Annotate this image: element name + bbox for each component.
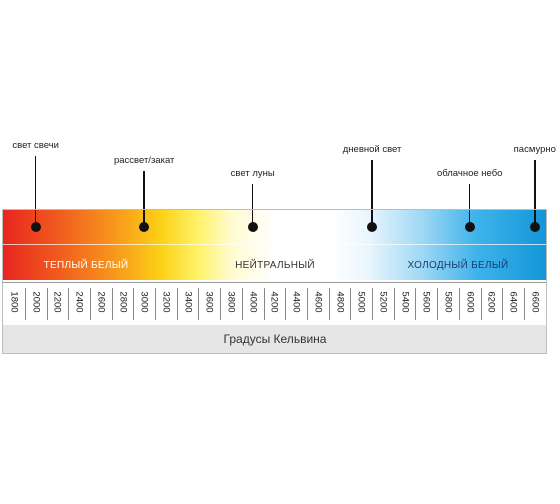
- scale-separator: [263, 288, 265, 320]
- scale-value: 6600: [529, 291, 541, 313]
- scale-value: 3200: [160, 291, 172, 313]
- scale-value: 2200: [51, 291, 63, 313]
- scale-separator: [393, 288, 395, 320]
- scale-separator: [350, 288, 352, 320]
- marker-label: свет свечи: [12, 140, 59, 151]
- scale-value: 2400: [73, 291, 85, 313]
- scale-separator: [111, 288, 113, 320]
- marker-dot: [247, 222, 258, 232]
- scale-value: 5400: [399, 291, 411, 313]
- marker-stem: [34, 156, 37, 227]
- scale-separator: [328, 288, 330, 320]
- scale-separator: [285, 288, 287, 320]
- marker-stem: [143, 171, 145, 227]
- scale-value: 4400: [290, 291, 302, 313]
- color-temperature-gradient: [3, 210, 547, 280]
- scale-value: 6400: [507, 291, 519, 313]
- scale-separator: [306, 288, 308, 320]
- scale-separator: [220, 288, 222, 320]
- scale-separator: [68, 288, 70, 320]
- scale-value: 4200: [268, 291, 280, 313]
- zone-label: ХОЛОДНЫЙ БЕЛЫЙ: [407, 260, 509, 271]
- scale-value: 4800: [334, 291, 345, 313]
- marker-stem: [468, 184, 471, 227]
- marker-label: свет луны: [230, 168, 275, 179]
- scale-value: 3600: [203, 291, 215, 313]
- scale-separator: [415, 288, 417, 320]
- scale-value: 4000: [247, 291, 259, 313]
- marker-dot: [30, 222, 41, 232]
- scale-value: 4600: [312, 291, 324, 313]
- scale-value: 3800: [225, 291, 237, 313]
- marker-dot: [139, 222, 150, 232]
- scale-separator: [133, 288, 135, 320]
- scale-separator: [241, 288, 243, 320]
- scale-value: 1800: [8, 291, 20, 313]
- zone-label: ТЕПЛЫЙ БЕЛЫЙ: [43, 260, 129, 271]
- scale-value: 6000: [464, 291, 476, 313]
- scale-value: 2600: [95, 291, 107, 313]
- marker-label: облачное небо: [436, 168, 503, 179]
- marker-stem: [251, 184, 254, 227]
- scale-separator: [155, 288, 157, 320]
- scale-separator: [437, 288, 439, 320]
- scale-value: 5800: [442, 291, 454, 313]
- scale-separator: [46, 288, 48, 320]
- scale-separator: [502, 288, 504, 320]
- marker-label: пасмурно: [513, 144, 556, 155]
- marker-label: дневной свет: [342, 144, 402, 155]
- scale-separator: [480, 288, 482, 320]
- marker-dot: [464, 222, 475, 232]
- scale-separator: [523, 288, 525, 320]
- scale-value: 3000: [138, 291, 150, 313]
- marker-stem: [371, 160, 373, 227]
- scale-separator: [458, 288, 460, 320]
- scale-separator: [198, 288, 200, 320]
- scale-separator: [24, 288, 26, 320]
- scale-value: 5200: [377, 291, 389, 313]
- scale-value: 3400: [182, 291, 194, 313]
- scale-value: 2800: [117, 291, 128, 313]
- marker-label: рассвет/закат: [113, 155, 175, 166]
- scale-separator: [372, 288, 374, 320]
- zone-label: НЕЙТРАЛЬНЫЙ: [235, 260, 315, 271]
- marker-dot: [529, 222, 540, 232]
- scale-value: 2000: [30, 291, 42, 313]
- scale-footer: Градусы Кельвина: [3, 325, 547, 354]
- scale-value: 5600: [420, 291, 432, 313]
- marker-stem: [534, 160, 536, 227]
- scale-separator: [176, 288, 178, 320]
- scale-separator: [89, 288, 91, 320]
- band-divider: [3, 244, 547, 245]
- marker-dot: [367, 222, 378, 232]
- scale-value: 5000: [355, 291, 367, 313]
- scale-value: 6200: [485, 291, 497, 313]
